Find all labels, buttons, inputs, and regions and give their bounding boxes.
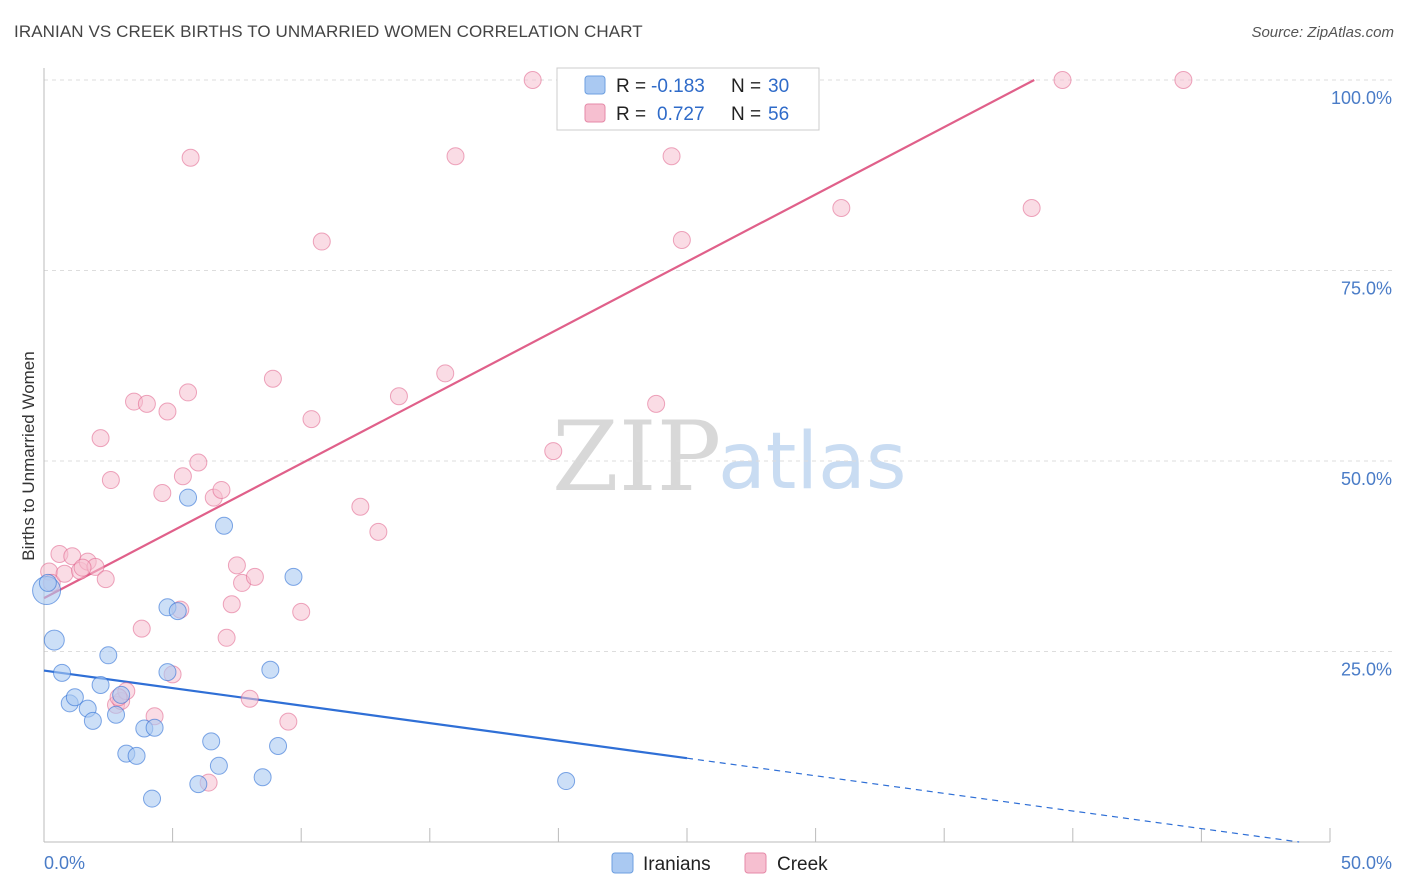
- point-iranians-9: [107, 705, 126, 724]
- point-creek-45: [544, 442, 563, 461]
- point-creek-48: [672, 231, 691, 250]
- point-creek-37: [302, 410, 321, 429]
- point-iranians-24: [253, 768, 272, 787]
- point-iranians-14: [143, 789, 162, 808]
- point-iranians-12: [127, 746, 146, 765]
- point-creek-23: [181, 148, 200, 167]
- point-creek-16: [137, 394, 156, 413]
- bottom-legend-iranians: Iranians: [643, 854, 711, 875]
- legend-iranians-r-value: -0.183: [651, 76, 705, 97]
- point-iranians-21: [202, 732, 221, 751]
- point-creek-35: [279, 712, 298, 731]
- point-creek-15: [132, 619, 151, 638]
- point-iranians-19: [179, 488, 198, 507]
- point-creek-47: [662, 147, 681, 166]
- x-tick-label-max: 50.0%: [1341, 853, 1392, 873]
- point-creek-19: [158, 402, 177, 421]
- point-creek-3: [55, 564, 74, 583]
- correlation-legend: R = -0.183 N = 30 R = 0.727 N = 56: [556, 67, 820, 131]
- point-creek-22: [179, 383, 198, 402]
- point-iranians-23: [215, 516, 234, 535]
- legend-iranians-n-label: N =: [731, 76, 761, 97]
- point-iranians-20: [189, 775, 208, 794]
- point-iranians-22: [209, 756, 228, 775]
- point-creek-27: [212, 480, 231, 499]
- point-iranians-10: [112, 685, 131, 704]
- bottom-legend-swatch-creek: [744, 852, 767, 874]
- point-creek-36: [292, 602, 311, 621]
- gridlines: [44, 79, 1392, 652]
- point-iranians-4: [65, 688, 84, 707]
- point-iranians-29: [38, 573, 57, 592]
- point-creek-10: [101, 471, 120, 490]
- point-creek-18: [153, 484, 172, 503]
- point-iranians-25: [261, 660, 280, 679]
- point-creek-9: [96, 570, 115, 589]
- data-points: [32, 71, 1193, 808]
- point-iranians-18: [168, 602, 187, 621]
- point-iranians-8: [99, 646, 118, 665]
- watermark-zip: ZIP: [552, 401, 721, 513]
- bottom-legend-creek: Creek: [777, 854, 828, 875]
- point-creek-40: [369, 522, 388, 541]
- chart-title: IRANIAN VS CREEK BIRTHS TO UNMARRIED WOM…: [14, 22, 643, 41]
- point-iranians-2: [53, 663, 72, 682]
- legend-swatch-iranians: [584, 75, 606, 95]
- point-creek-29: [222, 595, 241, 614]
- point-creek-34: [263, 369, 282, 388]
- source-label: Source: ZipAtlas.com: [1251, 24, 1394, 41]
- point-creek-44: [523, 71, 542, 89]
- y-tick-label-100: 100.0%: [1331, 88, 1392, 108]
- point-creek-42: [436, 364, 455, 383]
- trend-lines: [43, 79, 1300, 843]
- point-iranians-1: [43, 629, 65, 651]
- point-creek-32: [240, 689, 259, 708]
- point-creek-50: [1022, 199, 1041, 218]
- legend-swatch-creek: [584, 103, 606, 123]
- point-creek-30: [227, 556, 246, 575]
- point-iranians-28: [557, 772, 576, 791]
- legend-iranians-n-value: 30: [768, 76, 789, 97]
- point-creek-52: [1174, 71, 1193, 89]
- point-creek-39: [351, 497, 370, 516]
- y-tick-label-50: 50.0%: [1341, 469, 1392, 489]
- legend-iranians-r-label: R =: [616, 76, 646, 97]
- axes: 25.0% 50.0% 75.0% 100.0%: [43, 68, 1392, 843]
- bottom-legend-swatch-iranians: [611, 852, 634, 874]
- point-creek-46: [647, 394, 666, 413]
- point-creek-8: [91, 429, 110, 448]
- trend-line-iranians-extrapolated: [686, 757, 1300, 843]
- point-iranians-7: [91, 676, 110, 695]
- point-creek-21: [173, 467, 192, 486]
- legend-creek-r-value: 0.727: [657, 104, 705, 125]
- point-iranians-26: [269, 736, 288, 755]
- point-creek-49: [832, 199, 851, 218]
- point-iranians-6: [83, 711, 102, 730]
- point-creek-53: [73, 558, 92, 577]
- point-creek-28: [217, 628, 236, 647]
- point-iranians-15: [145, 718, 164, 737]
- legend-creek-n-value: 56: [768, 104, 789, 125]
- trend-line-creek: [43, 79, 1035, 600]
- y-tick-label-25: 25.0%: [1341, 660, 1392, 680]
- series-legend: Iranians Creek: [611, 852, 828, 875]
- point-creek-43: [446, 147, 465, 166]
- point-creek-24: [189, 453, 208, 472]
- legend-creek-r-label: R =: [616, 104, 646, 125]
- y-tick-label-75: 75.0%: [1341, 279, 1392, 299]
- point-creek-51: [1053, 71, 1072, 89]
- x-tick-label-min: 0.0%: [44, 853, 85, 873]
- point-iranians-16: [158, 663, 177, 682]
- point-iranians-27: [284, 567, 303, 586]
- point-creek-41: [389, 387, 408, 406]
- watermark-atlas: atlas: [718, 417, 907, 507]
- legend-creek-n-label: N =: [731, 104, 761, 125]
- trend-line-iranians: [43, 669, 688, 760]
- point-creek-33: [245, 567, 264, 586]
- point-creek-38: [312, 232, 331, 251]
- y-axis-label: Births to Unmarried Women: [19, 351, 38, 560]
